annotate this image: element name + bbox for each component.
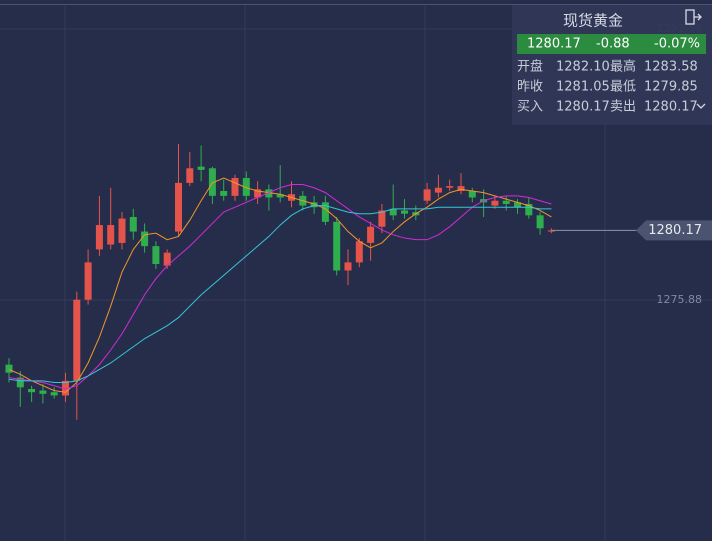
quote-label: 卖出 xyxy=(610,100,636,115)
candle-body xyxy=(423,189,431,201)
candle-body xyxy=(355,241,363,263)
candle-body xyxy=(186,168,194,183)
candle-body xyxy=(84,262,92,300)
quote-value: 1280.17 xyxy=(644,100,698,115)
quote-value: 1282.10 xyxy=(556,60,610,75)
candle-body xyxy=(208,168,216,196)
candle-body xyxy=(107,225,115,245)
last-price-label: 1280.17 xyxy=(648,223,702,238)
candle-body xyxy=(434,187,442,193)
candle-body xyxy=(220,190,228,196)
candle-body xyxy=(525,203,533,216)
quote-label: 开盘 xyxy=(517,59,543,75)
change: -0.88 xyxy=(596,37,630,52)
candle-body xyxy=(367,226,375,243)
candle-body xyxy=(333,221,341,271)
quote-value: 1283.58 xyxy=(644,60,698,75)
candle-body xyxy=(16,377,24,388)
candle-body xyxy=(73,299,81,381)
candle-body xyxy=(401,210,408,214)
last-price-tag xyxy=(636,220,712,241)
candle-body xyxy=(242,178,250,196)
quote-label: 买入 xyxy=(517,100,543,115)
candle-body xyxy=(344,262,352,271)
quote-label: 昨收 xyxy=(517,80,543,95)
candle-body xyxy=(231,178,239,196)
candle-body xyxy=(175,182,182,232)
moving-average xyxy=(8,177,552,393)
price-bar xyxy=(517,34,706,54)
candle-body xyxy=(536,215,544,229)
candle-body xyxy=(547,230,555,232)
candle-body xyxy=(514,202,521,208)
candle-body xyxy=(310,202,318,208)
candle-body xyxy=(50,392,58,396)
candle-body xyxy=(28,388,36,393)
candle-body xyxy=(389,208,397,216)
panel-bg xyxy=(512,5,712,125)
moving-average xyxy=(8,183,552,390)
candle-body xyxy=(62,380,69,396)
change-pct: -0.07% xyxy=(654,37,700,52)
candle-body xyxy=(491,200,499,206)
quote-value: 1280.17 xyxy=(556,100,610,115)
exit-icon[interactable] xyxy=(685,9,702,25)
candle-body xyxy=(129,216,137,232)
panel-title: 现货黄金 xyxy=(563,12,623,30)
candle-body xyxy=(276,194,284,198)
candle-body xyxy=(5,364,13,373)
price: 1280.17 xyxy=(527,37,581,52)
candle-body xyxy=(95,225,103,250)
candle-body xyxy=(457,186,465,191)
candle-body xyxy=(152,246,160,265)
moving-average xyxy=(8,205,552,383)
quote-label: 最低 xyxy=(610,80,636,95)
candle-body xyxy=(321,202,329,222)
quote-value: 1279.85 xyxy=(644,80,698,95)
candle-body xyxy=(197,166,205,170)
candle-body xyxy=(39,390,47,394)
candle-body xyxy=(502,200,510,204)
chevron[interactable] xyxy=(696,103,706,109)
candle-body xyxy=(118,218,126,243)
candle-body xyxy=(265,189,273,198)
y-tick-label: 1275.88 xyxy=(657,293,703,306)
candle-body xyxy=(468,190,476,198)
quote-label: 最高 xyxy=(610,59,636,75)
candle-body xyxy=(446,186,454,188)
candle-body xyxy=(141,231,149,247)
candle-body xyxy=(378,210,386,227)
quote-value: 1281.05 xyxy=(556,80,610,95)
candle-body xyxy=(254,189,262,198)
quote-panel: 现货黄金 1280.17 -0.88 -0.07% 开盘 1282.10 最高 128… xyxy=(512,5,712,125)
candle-body xyxy=(163,252,171,266)
plot xyxy=(5,143,640,420)
